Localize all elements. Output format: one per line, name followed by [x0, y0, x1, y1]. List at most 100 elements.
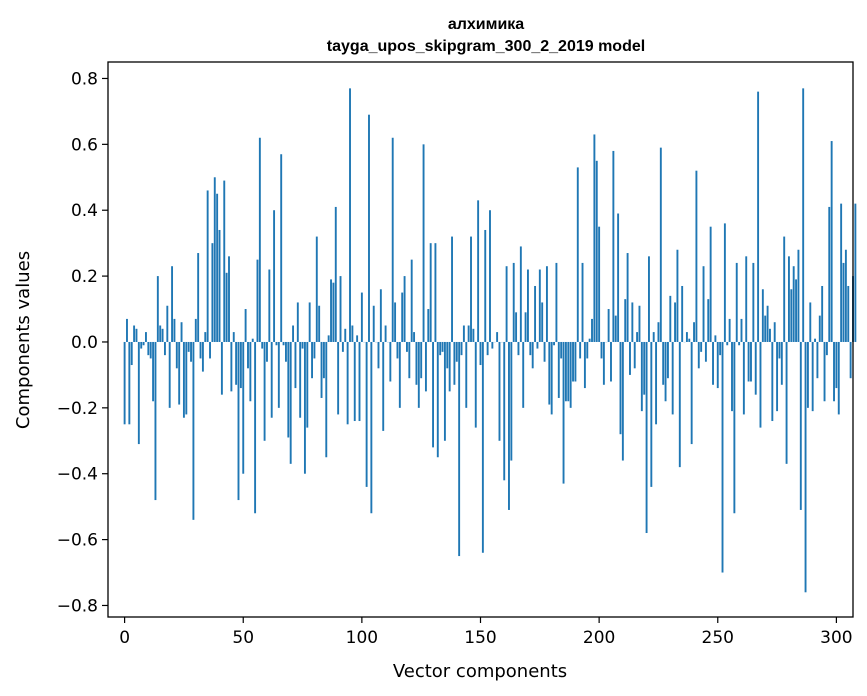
bar	[844, 249, 847, 342]
bar	[432, 341, 434, 448]
bar	[406, 341, 408, 352]
bar	[130, 341, 133, 366]
bar	[332, 282, 335, 342]
bar	[545, 266, 548, 342]
bar	[422, 144, 425, 342]
bar	[541, 302, 544, 342]
bar	[505, 266, 508, 342]
bar	[754, 341, 757, 395]
bar	[576, 167, 579, 342]
bar	[337, 341, 340, 415]
bar	[258, 137, 261, 342]
bar	[299, 341, 302, 418]
bar	[251, 338, 254, 342]
bar	[828, 206, 831, 342]
bar	[451, 236, 453, 342]
y-tick-label: −0.8	[57, 596, 98, 616]
bar	[607, 309, 610, 342]
x-tick-label: 250	[702, 628, 734, 648]
bar	[232, 332, 235, 342]
bar	[344, 328, 347, 342]
bar	[757, 91, 760, 342]
x-tick-label: 0	[119, 628, 130, 648]
chart-subtitle: tayga_upos_skipgram_300_2_2019 model	[327, 38, 645, 55]
bar	[524, 312, 527, 342]
bar	[747, 341, 750, 382]
bar	[534, 285, 537, 342]
bar	[356, 335, 359, 342]
bar	[785, 341, 788, 464]
bar	[225, 272, 228, 342]
bar	[287, 341, 290, 438]
bar	[152, 341, 155, 402]
bar	[156, 276, 159, 342]
bar	[327, 335, 330, 342]
bar	[322, 341, 325, 379]
bar	[740, 318, 743, 342]
bar	[254, 341, 257, 514]
bar	[256, 259, 259, 342]
bar	[626, 253, 629, 342]
bar	[643, 341, 646, 395]
bar	[270, 341, 273, 418]
bar	[712, 341, 714, 385]
y-tick-label: −0.6	[57, 531, 98, 551]
bar	[778, 341, 781, 359]
bar	[377, 341, 380, 369]
bar	[538, 269, 541, 342]
bar	[277, 341, 280, 408]
bar	[560, 341, 563, 359]
bar	[700, 341, 703, 352]
bar	[173, 318, 176, 342]
bar	[415, 341, 418, 385]
bar	[614, 315, 617, 342]
bar	[268, 269, 271, 342]
bar	[223, 180, 226, 342]
y-tick-label: −0.2	[57, 399, 98, 419]
bar	[671, 341, 674, 415]
bar	[735, 262, 738, 342]
bar	[353, 341, 356, 422]
bar	[358, 341, 361, 422]
bar	[180, 322, 183, 342]
bar	[396, 341, 399, 359]
bar	[522, 341, 525, 408]
bar	[460, 341, 463, 356]
bar	[403, 276, 406, 342]
bar	[145, 332, 147, 342]
bar	[581, 262, 584, 342]
bar	[197, 253, 200, 342]
bar	[142, 341, 145, 346]
bar	[239, 341, 242, 389]
bar	[123, 341, 126, 425]
bar	[716, 341, 719, 389]
bar	[441, 341, 444, 352]
bar	[218, 229, 221, 342]
bar	[650, 341, 653, 487]
bar	[674, 302, 677, 342]
x-tick-label: 50	[232, 628, 254, 648]
bar	[275, 341, 278, 346]
bar	[721, 341, 724, 573]
bar	[657, 322, 660, 342]
bar	[569, 341, 572, 408]
y-axis-label: Components values	[13, 251, 34, 429]
y-tick-label: 0.0	[71, 333, 98, 353]
bar	[645, 341, 648, 534]
bar	[398, 341, 401, 408]
bar	[498, 341, 501, 441]
bar	[365, 341, 368, 487]
bar	[491, 341, 494, 349]
bar	[761, 289, 764, 342]
bar	[688, 338, 691, 342]
bar	[669, 295, 672, 342]
bar	[769, 328, 771, 342]
bar	[600, 341, 603, 359]
bar	[126, 318, 128, 342]
bar	[823, 341, 826, 402]
bar	[814, 338, 816, 342]
bar	[133, 325, 136, 342]
bar	[825, 341, 828, 356]
bar	[678, 341, 681, 468]
bar	[548, 341, 551, 405]
